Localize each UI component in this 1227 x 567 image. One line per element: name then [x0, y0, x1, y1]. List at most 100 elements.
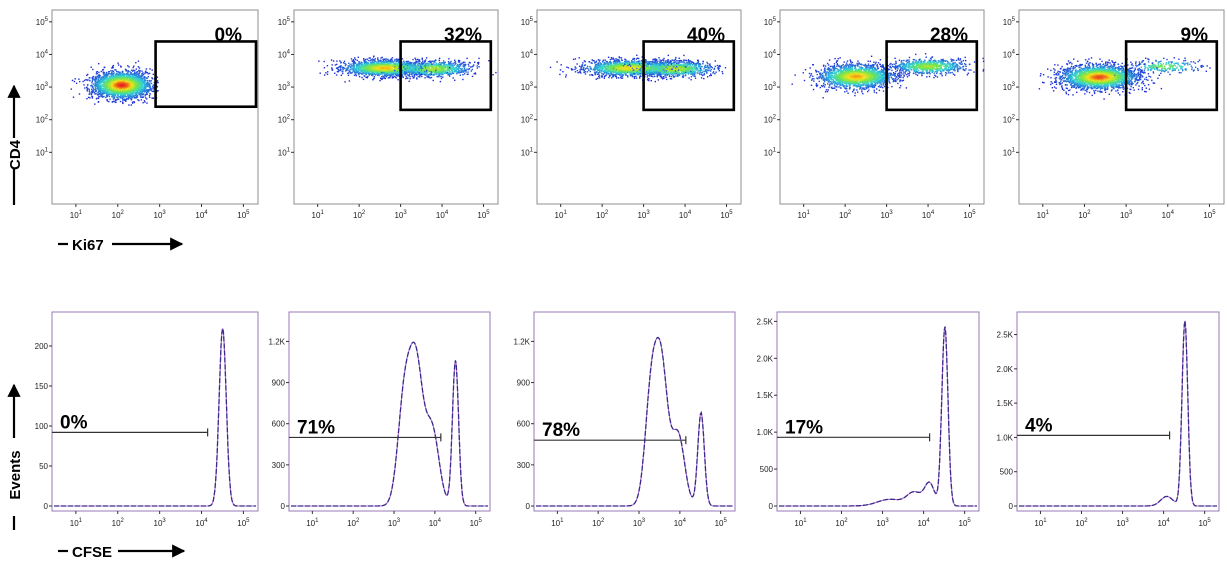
event-dot	[88, 97, 89, 98]
event-dot	[464, 69, 465, 70]
event-dot	[390, 73, 391, 74]
event-dot	[129, 79, 130, 80]
event-dot	[78, 79, 79, 80]
event-dot	[377, 74, 378, 75]
event-dot	[449, 62, 450, 63]
cd4-ki67-plot-2: 101 102 103 104 10510110210310410532%	[278, 10, 498, 220]
event-dot	[135, 94, 136, 95]
event-dot	[466, 69, 467, 70]
event-dot	[122, 72, 123, 73]
event-dot	[359, 63, 360, 64]
y-tick-label: 105	[36, 17, 49, 27]
event-dot	[90, 85, 91, 86]
event-dot	[435, 70, 436, 71]
event-dot	[425, 72, 426, 73]
event-dot	[436, 74, 437, 75]
event-dot	[351, 65, 352, 66]
event-dot	[142, 73, 143, 74]
event-dot	[413, 62, 414, 63]
event-dot	[128, 75, 129, 76]
event-dot	[137, 99, 138, 100]
event-dot	[402, 72, 403, 73]
event-dot	[138, 75, 139, 76]
event-dot	[137, 89, 138, 90]
event-dot	[144, 101, 145, 102]
event-dot	[118, 74, 119, 75]
event-dot	[374, 66, 375, 67]
event-dot	[413, 70, 414, 71]
event-dot	[454, 80, 455, 81]
event-dot	[93, 76, 94, 77]
event-dot	[116, 71, 117, 72]
event-dot	[114, 84, 115, 85]
event-dot	[414, 64, 415, 65]
event-dot	[392, 76, 393, 77]
event-dot	[127, 77, 128, 78]
event-dot	[135, 93, 136, 94]
event-dot	[91, 96, 92, 97]
event-dot	[124, 94, 125, 95]
event-dot	[358, 57, 359, 58]
event-dot	[361, 63, 362, 64]
event-dot	[143, 81, 144, 82]
event-dot	[79, 93, 80, 94]
event-dot	[97, 71, 98, 72]
event-dot	[120, 93, 121, 94]
event-dot	[141, 99, 142, 100]
event-dot	[414, 74, 415, 75]
event-dot	[136, 76, 137, 77]
event-dot	[363, 79, 364, 80]
event-dot	[137, 79, 138, 80]
event-dot	[133, 91, 134, 92]
event-dot	[91, 67, 92, 68]
y-axis-ticks: 101102103104105	[36, 17, 52, 157]
event-dot	[152, 86, 153, 87]
event-dot	[119, 85, 120, 86]
event-dot	[405, 68, 406, 69]
event-dot	[364, 75, 365, 76]
event-dot	[73, 97, 74, 98]
event-dot	[116, 90, 117, 91]
event-dot	[107, 85, 108, 86]
event-dot	[348, 65, 349, 66]
event-dot	[112, 87, 113, 88]
event-dot	[372, 60, 373, 61]
event-dot	[110, 79, 111, 80]
event-dot	[365, 59, 366, 60]
event-dot	[464, 65, 465, 66]
event-dot	[129, 90, 130, 91]
event-dot	[136, 91, 137, 92]
event-dot	[99, 96, 100, 97]
event-dot	[134, 76, 135, 77]
event-dot	[452, 71, 453, 72]
event-dot	[469, 68, 470, 69]
event-dot	[114, 98, 115, 99]
event-dot	[387, 64, 388, 65]
event-dot	[339, 60, 340, 61]
event-dot	[123, 80, 124, 81]
event-dot	[392, 59, 393, 60]
event-dot	[139, 77, 140, 78]
event-dot	[362, 66, 363, 67]
event-dot	[398, 62, 399, 63]
event-dot	[488, 60, 489, 61]
event-dot	[146, 98, 147, 99]
event-dot	[358, 69, 359, 70]
event-dot	[394, 76, 395, 77]
event-dot	[108, 101, 109, 102]
event-dot	[354, 71, 355, 72]
event-dot	[89, 90, 90, 91]
event-dot	[124, 92, 125, 93]
event-dot	[151, 83, 152, 84]
event-dot	[83, 84, 84, 85]
event-dot	[382, 75, 383, 76]
event-dot	[131, 81, 132, 82]
event-dot	[415, 63, 416, 64]
event-dot	[136, 68, 137, 69]
event-dot	[412, 68, 413, 69]
event-dot	[87, 90, 88, 91]
event-dot	[360, 63, 361, 64]
event-dot	[108, 92, 109, 93]
event-dot	[91, 82, 92, 83]
event-dot	[122, 103, 123, 104]
